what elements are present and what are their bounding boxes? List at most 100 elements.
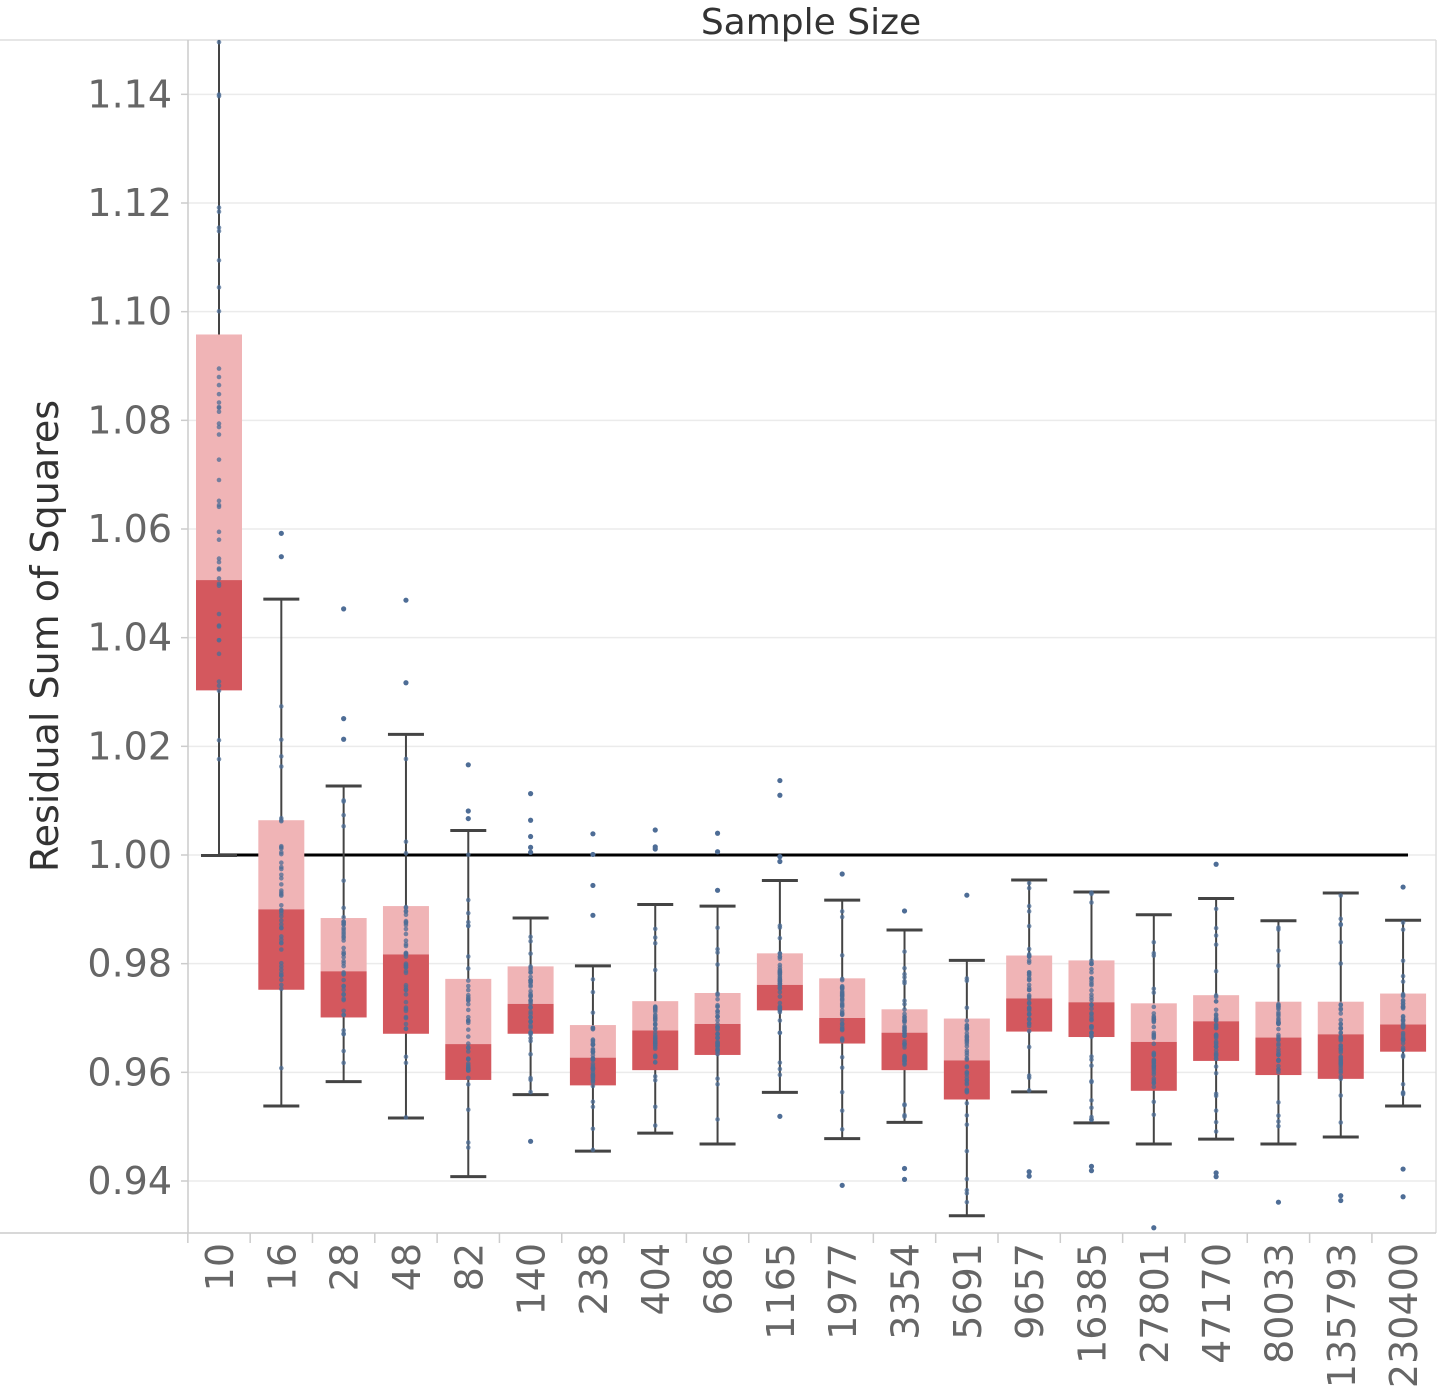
x-tick-label: 27801 — [1133, 1243, 1177, 1364]
sample-point — [279, 918, 284, 923]
y-tick-label: 0.94 — [87, 1159, 172, 1203]
sample-point — [216, 39, 222, 45]
outlier-point — [528, 833, 534, 840]
sample-point — [902, 971, 907, 977]
sample-point — [1213, 1129, 1219, 1134]
outlier-point — [839, 1182, 845, 1188]
sample-point — [528, 1019, 533, 1025]
sample-point — [1026, 885, 1032, 891]
y-tick-label: 1.06 — [87, 507, 172, 551]
box-group-10 — [196, 40, 242, 858]
x-tick-label: 82 — [447, 1243, 491, 1291]
y-axis-label: Residual Sum of Squares — [23, 400, 67, 872]
sample-point — [403, 1115, 409, 1120]
sample-point — [715, 997, 720, 1002]
sample-point — [216, 576, 222, 581]
sample-point — [528, 993, 533, 999]
sample-point — [964, 1025, 970, 1031]
sample-point — [216, 567, 222, 572]
sample-point — [465, 897, 471, 903]
sample-point — [341, 992, 346, 998]
sample-point — [1338, 1055, 1344, 1060]
sample-point — [652, 1034, 658, 1040]
sample-point — [1026, 903, 1032, 909]
sample-point — [652, 1018, 658, 1023]
sample-point — [341, 954, 346, 960]
outlier-point — [1213, 1170, 1219, 1176]
sample-point — [216, 637, 222, 643]
sample-point — [1026, 946, 1032, 952]
sample-point — [279, 986, 284, 992]
sample-point — [528, 1089, 533, 1095]
sample-point — [1151, 1034, 1157, 1040]
sample-point — [777, 935, 783, 941]
sample-point — [341, 812, 346, 818]
sample-point — [341, 971, 346, 977]
sample-point — [1026, 880, 1032, 886]
sample-point — [1151, 1019, 1157, 1025]
box-group-80033 — [1255, 919, 1302, 1146]
outlier-point — [1213, 1174, 1219, 1180]
sample-point — [216, 477, 222, 483]
sample-point — [715, 1034, 720, 1040]
sample-point — [652, 1077, 658, 1083]
sample-point — [1213, 925, 1219, 931]
sample-point — [403, 964, 409, 970]
sample-point — [1026, 1073, 1032, 1078]
outlier-point — [901, 908, 908, 914]
sample-point — [1213, 1093, 1219, 1099]
sample-point — [528, 1032, 533, 1037]
sample-point — [1089, 958, 1094, 963]
sample-point — [403, 926, 409, 932]
sample-point — [279, 973, 284, 978]
x-tick-label: 16 — [260, 1243, 304, 1291]
points-layer — [216, 39, 1406, 1231]
sample-point — [1151, 1058, 1157, 1064]
sample-point — [1213, 906, 1219, 912]
sample-point — [341, 1031, 346, 1036]
sample-point — [341, 1008, 346, 1014]
sample-point — [590, 1074, 596, 1080]
sample-point — [902, 1023, 907, 1029]
sample-point — [1338, 1030, 1344, 1036]
sample-point — [1089, 1114, 1094, 1120]
sample-point — [1026, 1000, 1032, 1006]
sample-point — [528, 1038, 533, 1044]
sample-point — [465, 1014, 471, 1020]
sample-point — [279, 764, 284, 769]
outlier-point — [403, 597, 409, 603]
x-tick-label: 80033 — [1257, 1243, 1301, 1364]
x-tick-label: 16385 — [1070, 1243, 1114, 1364]
outlier-point — [1151, 1225, 1157, 1231]
sample-point — [216, 556, 222, 561]
sample-point — [1026, 1088, 1032, 1093]
sample-point — [216, 457, 222, 462]
y-tick-label: 1.04 — [87, 616, 172, 660]
sample-point — [902, 1018, 907, 1024]
sample-point — [964, 1176, 970, 1182]
sample-point — [590, 1025, 596, 1031]
sample-point — [465, 1082, 471, 1087]
sample-point — [652, 1013, 658, 1019]
sample-point — [465, 983, 471, 989]
x-tick-label: 140 — [510, 1243, 554, 1316]
sample-point — [1089, 981, 1094, 986]
sample-point — [1276, 948, 1281, 953]
outlier-point — [528, 849, 534, 855]
outlier-point — [901, 1176, 908, 1182]
sample-point — [1213, 1044, 1219, 1049]
sample-point — [1151, 1069, 1157, 1075]
sample-point — [652, 967, 658, 973]
sample-point — [341, 1048, 346, 1054]
sample-point — [403, 961, 409, 966]
sample-point — [341, 1060, 346, 1066]
sample-point — [465, 1107, 471, 1112]
sample-point — [279, 754, 284, 759]
sample-point — [403, 982, 409, 988]
y-tick-labels: 0.94 0.96 0.98 1.00 1.02 1.04 1.06 1.08 1.10 1.12… — [87, 72, 172, 1203]
sample-point — [652, 1026, 658, 1032]
sample-point — [715, 925, 720, 931]
sample-point — [1400, 979, 1406, 984]
sample-point — [652, 926, 658, 932]
